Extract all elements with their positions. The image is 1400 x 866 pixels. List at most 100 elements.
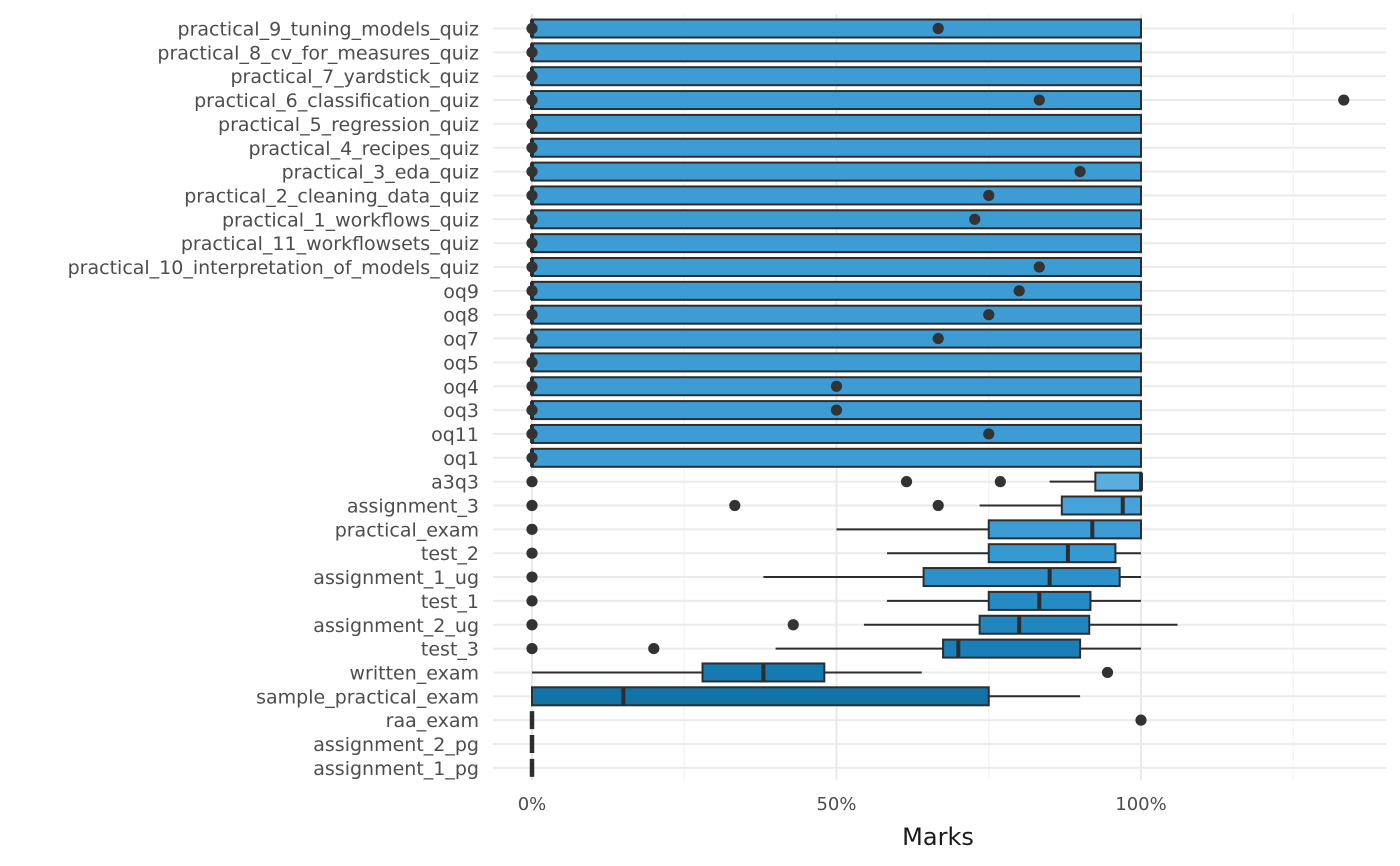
x-tick-label: 0%: [518, 794, 547, 815]
outlier-point: [526, 428, 538, 440]
outlier-point: [1033, 261, 1045, 273]
category-label: practical_6_classification_quiz: [194, 90, 479, 112]
outlier-point: [526, 380, 538, 392]
category-label: practical_2_cleaning_data_quiz: [184, 185, 479, 207]
outlier-point: [1101, 666, 1114, 679]
category-label: practical_exam: [335, 519, 479, 541]
outlier-point: [526, 523, 538, 535]
category-label: oq1: [443, 448, 479, 470]
outlier-point: [969, 213, 981, 225]
box: [531, 185, 1142, 206]
box: [1060, 495, 1142, 516]
outlier-point: [526, 356, 538, 368]
box: [987, 543, 1117, 564]
category-label: assignment_2_pg: [313, 734, 479, 756]
category-label: test_3: [421, 639, 479, 661]
outlier-point: [983, 189, 995, 202]
outlier-point: [1135, 714, 1147, 726]
x-tick-label: 100%: [1115, 794, 1166, 815]
outlier-point: [526, 332, 538, 345]
box: [531, 209, 1142, 230]
category-label: practical_7_yardstick_quiz: [230, 66, 479, 88]
category-label: oq4: [443, 376, 479, 398]
outlier-point: [526, 46, 538, 58]
box: [531, 423, 1142, 444]
outlier-point: [648, 643, 660, 655]
box: [942, 638, 1082, 659]
outlier-point: [1074, 166, 1086, 178]
outlier-point: [830, 380, 843, 392]
outlier-point: [729, 499, 741, 512]
box: [531, 328, 1142, 349]
box: [531, 304, 1142, 325]
outlier-point: [994, 476, 1006, 488]
category-label: assignment_1_pg: [313, 758, 479, 780]
outlier-point: [526, 309, 538, 321]
category-label: oq9: [443, 281, 479, 303]
outlier-point: [526, 452, 538, 464]
box: [978, 614, 1091, 635]
outlier-point: [526, 22, 538, 35]
category-label: sample_practical_exam: [256, 686, 479, 708]
box: [922, 567, 1121, 588]
box: [987, 519, 1142, 540]
outlier-layer: [526, 22, 1350, 726]
outlier-point: [526, 261, 538, 273]
outlier-point: [526, 499, 538, 512]
outlier-point: [526, 213, 538, 225]
category-label: raa_exam: [386, 710, 479, 732]
box: [531, 257, 1142, 277]
category-label: practical_3_eda_quiz: [282, 162, 479, 184]
outlier-point: [526, 237, 538, 249]
outlier-point: [900, 476, 913, 488]
x-axis-ticks: 0% 50% 100%: [518, 794, 1167, 815]
outlier-point: [932, 22, 944, 35]
outlier-point: [526, 189, 538, 202]
category-label: practical_4_recipes_quiz: [249, 138, 479, 160]
box: [531, 66, 1142, 87]
category-label: practical_11_workflowsets_quiz: [181, 233, 479, 255]
category-label: practical_8_cv_for_measures_quiz: [157, 42, 479, 64]
outlier-point: [526, 94, 538, 106]
category-label: test_1: [421, 591, 479, 613]
outlier-point: [526, 643, 538, 655]
outlier-point: [1033, 94, 1045, 106]
outlier-point: [526, 571, 538, 583]
box-layer: [529, 18, 1178, 777]
outlier-point: [1013, 285, 1025, 297]
category-label: oq8: [443, 305, 479, 327]
outlier-point: [526, 619, 538, 631]
category-label: a3q3: [431, 472, 479, 494]
category-label: oq11: [431, 424, 479, 446]
category-label: assignment_3: [347, 496, 479, 518]
box: [531, 137, 1142, 158]
outlier-point: [526, 476, 538, 488]
category-label: practical_1_workflows_quiz: [222, 209, 479, 231]
category-label: assignment_2_ug: [313, 615, 479, 637]
box: [531, 42, 1142, 63]
outlier-point: [983, 428, 995, 440]
category-label: practical_5_regression_quiz: [218, 114, 479, 136]
outlier-point: [932, 332, 944, 345]
outlier-point: [830, 404, 843, 416]
box: [531, 447, 1142, 468]
outlier-point: [526, 595, 538, 607]
category-label: practical_10_interpretation_of_models_qu…: [68, 257, 479, 279]
outlier-point: [526, 70, 538, 82]
box: [531, 280, 1142, 301]
box: [531, 113, 1142, 134]
category-label: assignment_1_ug: [313, 567, 479, 589]
category-label: written_exam: [349, 662, 479, 684]
box: [531, 18, 1142, 39]
box: [531, 352, 1142, 373]
category-label: oq3: [443, 400, 479, 422]
outlier-point: [526, 118, 538, 130]
category-label: oq5: [443, 352, 479, 374]
outlier-point: [526, 166, 538, 178]
outlier-point: [1338, 94, 1350, 106]
x-tick-label: 50%: [816, 794, 856, 815]
outlier-point: [787, 619, 799, 631]
outlier-point: [526, 285, 538, 297]
category-labels: practical_9_tuning_models_quizpractical_…: [68, 19, 479, 780]
box: [531, 90, 1142, 111]
